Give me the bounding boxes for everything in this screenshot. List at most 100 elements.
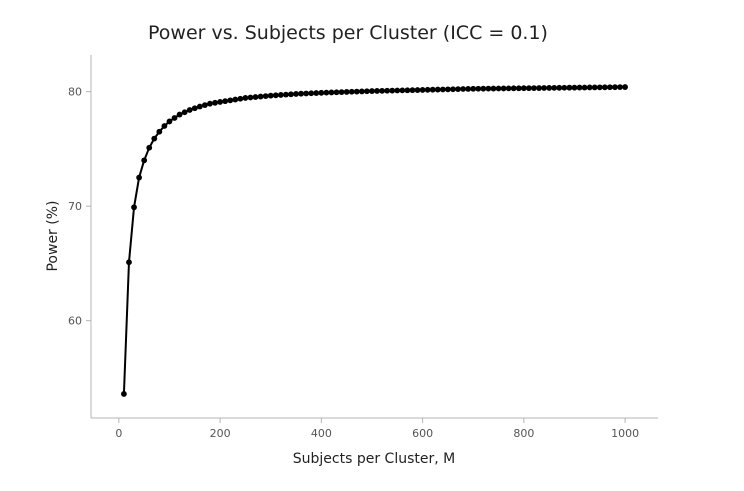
data-point — [156, 128, 163, 135]
data-point — [510, 85, 517, 92]
x-tick-label: 600 — [412, 427, 433, 440]
y-tick-label: 70 — [68, 200, 82, 213]
x-tick-label: 800 — [513, 427, 534, 440]
data-point — [470, 85, 477, 92]
data-point — [318, 89, 325, 96]
data-point — [288, 91, 294, 98]
data-point — [596, 84, 603, 91]
data-point — [389, 87, 396, 94]
data-point — [136, 174, 142, 181]
data-point — [434, 86, 441, 93]
data-point — [202, 102, 208, 108]
y-axis-ticks: 60 70 80 — [68, 86, 91, 328]
data-point — [480, 85, 487, 92]
data-point — [333, 89, 340, 96]
data-point — [232, 96, 239, 103]
data-point — [277, 92, 284, 98]
power-series-points — [121, 84, 628, 397]
y-tick-label: 60 — [68, 315, 82, 328]
data-point — [495, 85, 502, 92]
data-point — [404, 87, 411, 94]
data-point — [455, 86, 461, 93]
data-point — [176, 111, 183, 118]
data-point — [601, 84, 608, 91]
data-point — [364, 88, 370, 95]
data-point — [257, 93, 264, 100]
data-point — [338, 89, 345, 95]
data-point — [399, 87, 406, 94]
x-tick-label: 1000 — [611, 427, 639, 440]
data-point — [556, 84, 563, 91]
data-point — [272, 92, 279, 99]
data-point — [298, 90, 304, 97]
data-point — [394, 87, 401, 94]
data-point — [384, 87, 391, 94]
data-point — [531, 85, 537, 91]
data-point — [607, 84, 613, 91]
data-point — [166, 118, 173, 125]
data-point — [293, 91, 299, 97]
y-axis-label: Power (%) — [45, 200, 61, 271]
data-point — [475, 85, 482, 92]
data-point — [242, 95, 249, 101]
data-point — [581, 84, 588, 91]
data-point — [237, 95, 244, 102]
data-point — [490, 85, 497, 92]
y-tick-label: 80 — [68, 86, 82, 99]
data-point — [313, 90, 320, 96]
data-point — [308, 90, 315, 97]
data-point — [358, 88, 365, 95]
data-point — [217, 99, 223, 105]
data-point — [526, 85, 532, 92]
data-point — [622, 84, 628, 90]
data-point — [485, 85, 492, 92]
data-point — [126, 259, 132, 266]
data-point — [591, 84, 598, 91]
data-point — [247, 94, 254, 101]
chart-title: Power vs. Subjects per Cluster (ICC = 0.… — [148, 22, 548, 44]
data-point — [146, 144, 153, 151]
data-point — [303, 90, 310, 97]
data-point — [328, 89, 335, 96]
x-tick-label: 0 — [115, 427, 122, 440]
data-point — [546, 85, 553, 91]
data-point — [541, 85, 547, 91]
data-point — [379, 87, 385, 94]
x-axis-label: Subjects per Cluster, M — [293, 451, 455, 467]
data-point — [374, 88, 380, 94]
data-point — [561, 84, 568, 91]
data-point — [419, 87, 426, 93]
data-point — [343, 89, 350, 95]
x-axis-ticks: 0 200 400 600 800 1000 — [115, 418, 639, 440]
data-point — [520, 85, 527, 92]
data-point — [161, 123, 168, 129]
data-point — [409, 87, 416, 94]
data-point — [445, 86, 451, 93]
data-point — [196, 103, 203, 110]
data-point — [551, 84, 558, 91]
data-point — [566, 84, 573, 91]
x-tick-label: 200 — [210, 427, 231, 440]
data-point — [536, 85, 542, 91]
data-point — [429, 86, 436, 93]
data-point — [617, 84, 623, 91]
data-point — [262, 93, 269, 100]
data-point — [121, 391, 127, 397]
data-point — [460, 86, 466, 92]
data-point — [227, 97, 234, 104]
data-point — [323, 89, 330, 96]
data-point — [571, 84, 578, 91]
data-point — [186, 107, 193, 113]
data-point — [212, 99, 218, 106]
data-point — [586, 84, 593, 91]
data-point — [465, 86, 472, 92]
power-series-line — [122, 86, 626, 394]
data-point — [612, 84, 618, 91]
data-point — [171, 115, 178, 121]
data-point — [348, 88, 355, 95]
data-point — [252, 94, 259, 100]
data-point — [505, 85, 512, 92]
data-point — [576, 84, 583, 91]
data-point — [283, 91, 289, 98]
